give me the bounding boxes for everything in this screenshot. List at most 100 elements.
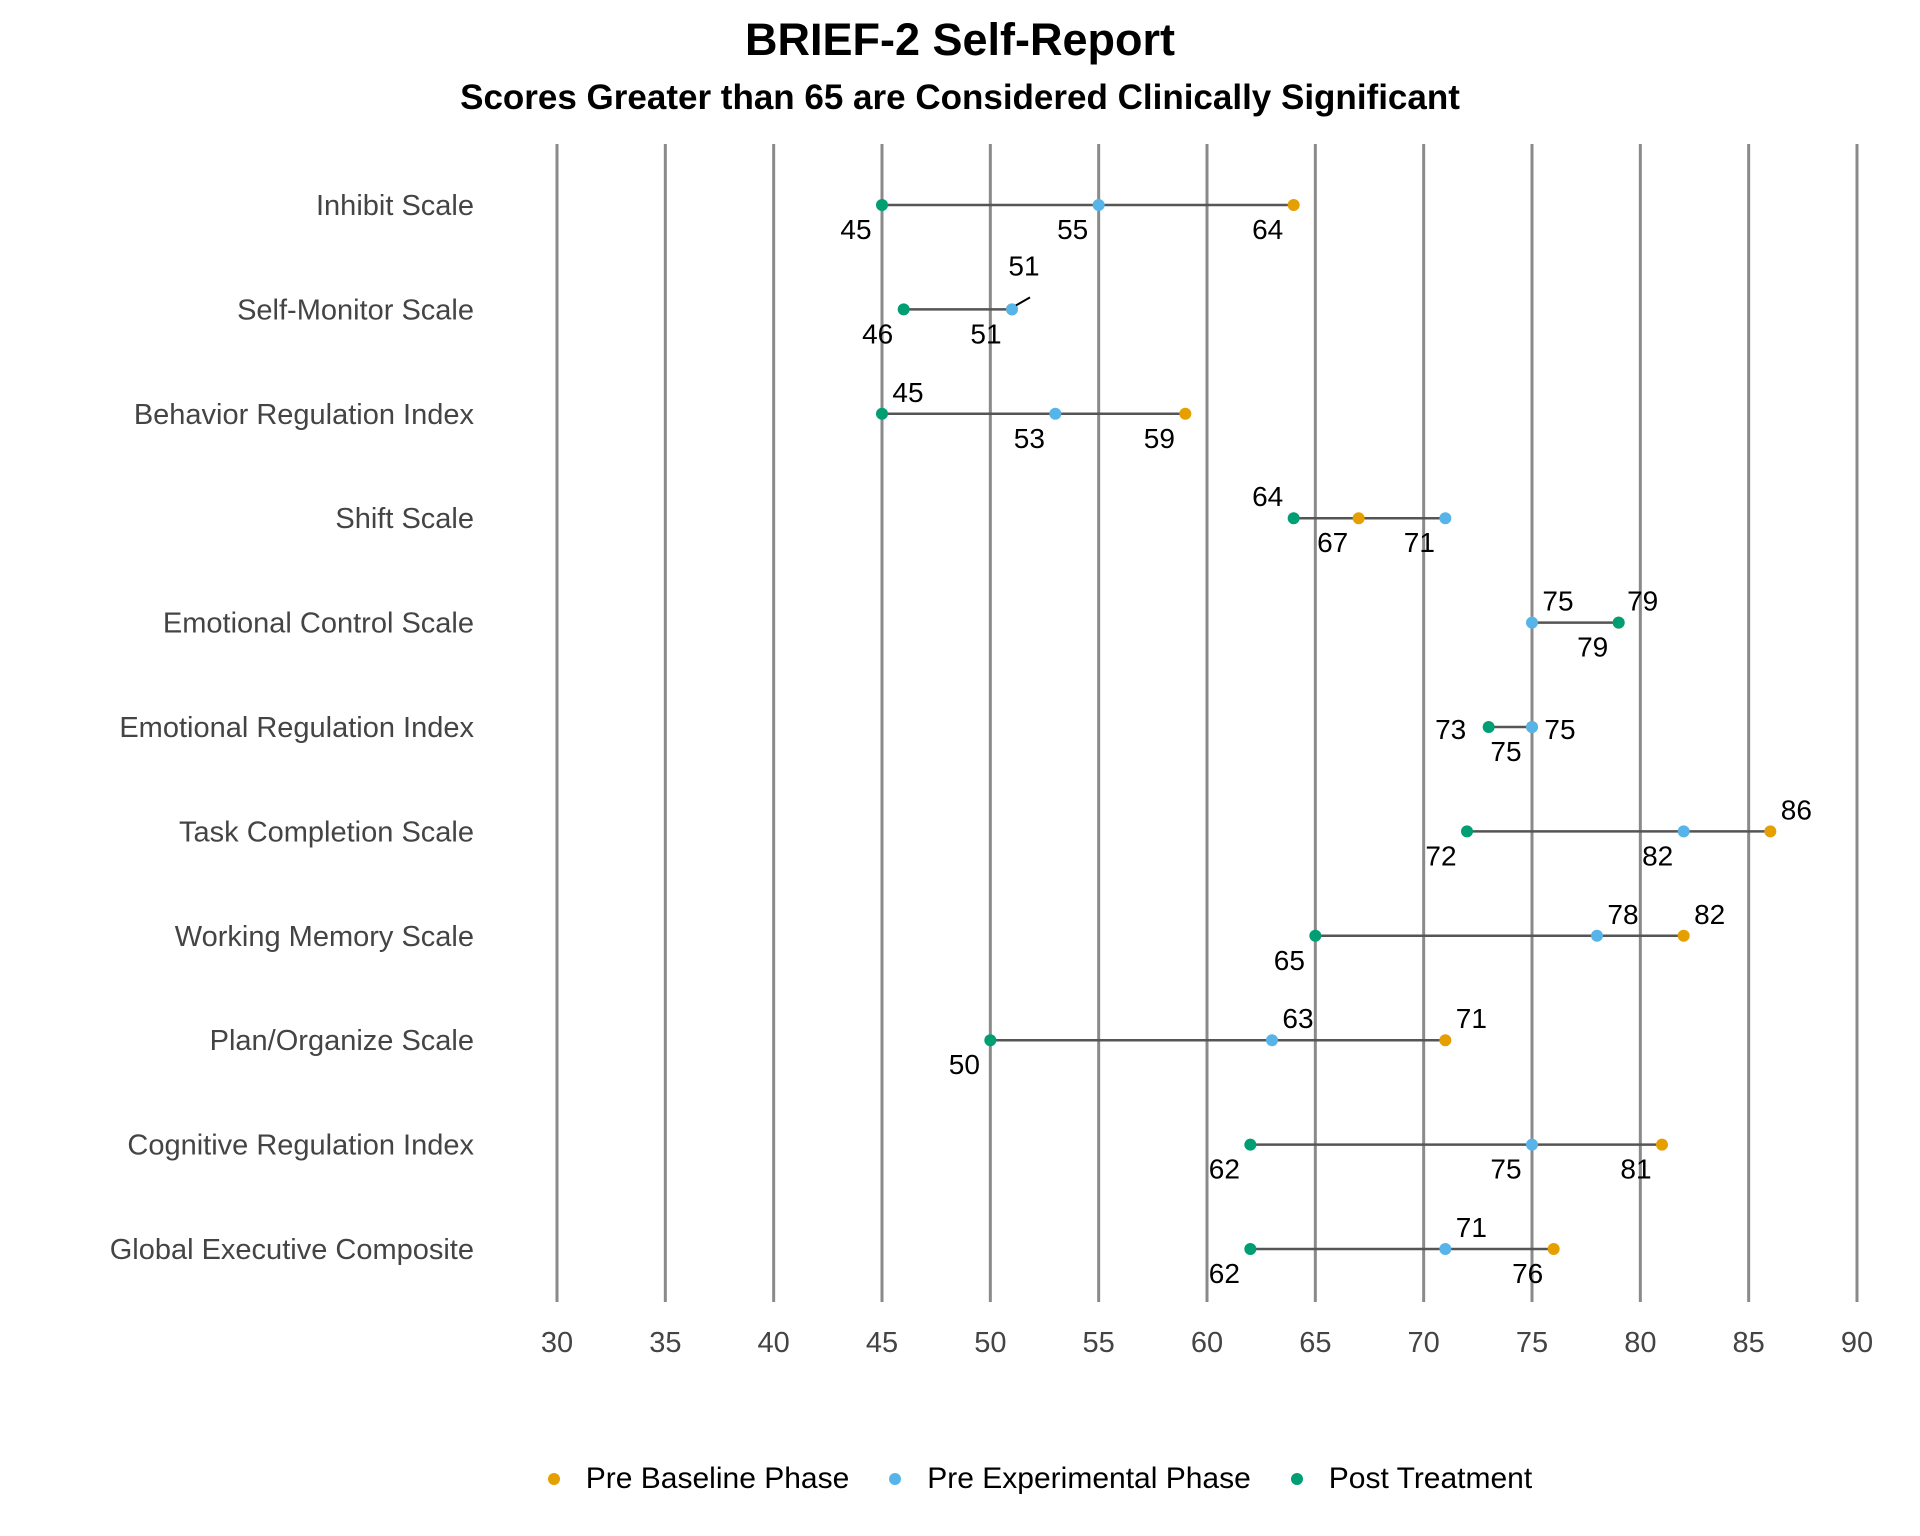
category-label: Plan/Organize Scale: [210, 1025, 474, 1057]
x-axis-ticks: 30 35 40 45 50 55 60 65 70 75 80 85 90: [541, 1327, 1873, 1359]
data-point: [1526, 721, 1538, 733]
legend-item-post-treatment: Post Treatment: [1290, 1462, 1532, 1496]
category-label: Self-Monitor Scale: [237, 294, 474, 326]
data-point: [984, 1034, 997, 1047]
data-label: 53: [1014, 423, 1045, 454]
x-tick-label: 80: [1624, 1327, 1656, 1359]
x-tick-label: 30: [541, 1327, 573, 1359]
data-label: 75: [1490, 736, 1521, 767]
data-label: 79: [1577, 632, 1608, 663]
data-point: [1352, 512, 1365, 525]
data-label: 76: [1512, 1258, 1543, 1289]
x-tick-label: 75: [1516, 1327, 1548, 1359]
data-label: 78: [1607, 899, 1638, 930]
data-points: [876, 199, 1777, 1255]
category-labels: Inhibit Scale Self-Monitor Scale Behavior …: [110, 190, 475, 1266]
data-point: [1244, 1138, 1257, 1151]
data-point: [1547, 1243, 1560, 1255]
category-label: Cognitive Regulation Index: [127, 1130, 474, 1162]
data-label: 63: [1282, 1003, 1313, 1034]
data-label: 82: [1642, 840, 1673, 871]
legend-item-pre-baseline: Pre Baseline Phase: [547, 1462, 850, 1496]
data-label: 67: [1317, 527, 1348, 558]
data-label: 62: [1209, 1154, 1240, 1185]
x-tick-label: 40: [758, 1327, 790, 1359]
data-point: [1439, 1034, 1452, 1047]
data-point: [1677, 929, 1690, 942]
label-leader-line: [1015, 296, 1031, 307]
x-tick-label: 50: [974, 1327, 1006, 1359]
data-label: 65: [1274, 945, 1305, 976]
x-tick-label: 60: [1191, 1327, 1223, 1359]
data-point: [1591, 929, 1603, 942]
data-label: 71: [1456, 1003, 1487, 1034]
data-point: [1482, 721, 1495, 733]
data-label: 81: [1620, 1154, 1651, 1185]
data-label: 79: [1627, 586, 1658, 617]
range-segments: [882, 203, 1771, 1251]
category-label: Behavior Regulation Index: [134, 399, 475, 431]
data-point: [1612, 616, 1625, 629]
x-tick-label: 85: [1733, 1327, 1765, 1359]
data-point: [876, 407, 888, 420]
data-label: 75: [1542, 586, 1573, 617]
data-point: [1287, 512, 1300, 525]
data-point: [1006, 303, 1018, 316]
data-point: [1309, 929, 1322, 942]
data-point: [1049, 407, 1062, 420]
data-label: 75: [1490, 1154, 1521, 1185]
legend-label: Pre Baseline Phase: [585, 1462, 850, 1495]
x-tick-label: 35: [649, 1327, 681, 1359]
data-label: 45: [892, 377, 923, 408]
data-point: [1461, 825, 1473, 838]
legend-item-pre-experimental: Pre Experimental Phase: [889, 1462, 1251, 1496]
data-point: [1244, 1243, 1257, 1255]
data-label: 45: [840, 214, 871, 245]
data-label: 75: [1544, 714, 1575, 745]
legend: Pre Baseline Phase Pre Experimental Phas…: [160, 1462, 1920, 1496]
data-point: [1439, 1243, 1452, 1255]
x-tick-label: 90: [1841, 1327, 1873, 1359]
data-point: [1439, 512, 1452, 525]
legend-dot-post-treatment: [1290, 1473, 1303, 1485]
category-label: Emotional Control Scale: [163, 608, 474, 640]
legend-dot-pre-experimental: [889, 1473, 902, 1485]
x-tick-label: 55: [1083, 1327, 1115, 1359]
data-point: [1287, 199, 1300, 211]
category-label: Working Memory Scale: [175, 921, 474, 953]
data-label: 59: [1144, 423, 1175, 454]
data-point: [1764, 825, 1777, 838]
data-label: 82: [1694, 899, 1725, 930]
x-tick-label: 70: [1408, 1327, 1440, 1359]
data-point: [1656, 1138, 1668, 1151]
dumbbell-chart: 30 35 40 45 50 55 60 65 70 75 80 85 90 Inhibit Scale…: [110, 144, 1873, 1359]
data-label: 51: [1008, 250, 1039, 281]
category-label: Shift Scale: [335, 503, 474, 535]
data-point: [1526, 616, 1538, 629]
chart-title: BRIEF-2 Self-Report: [744, 14, 1176, 65]
data-label: 46: [862, 318, 893, 349]
data-point: [876, 199, 888, 211]
data-point: [897, 303, 910, 316]
data-point: [1677, 825, 1690, 838]
data-label: 50: [949, 1049, 980, 1080]
category-label: Inhibit Scale: [316, 190, 474, 222]
data-label: 71: [1456, 1212, 1487, 1243]
grid-lines: [555, 144, 1859, 1302]
data-label: 62: [1209, 1258, 1240, 1289]
data-point: [1092, 199, 1105, 211]
category-label: Task Completion Scale: [179, 816, 474, 848]
data-label: 51: [970, 318, 1001, 349]
legend-label: Pre Experimental Phase: [927, 1462, 1251, 1495]
category-label: Emotional Regulation Index: [119, 712, 474, 744]
x-tick-label: 65: [1299, 1327, 1331, 1359]
data-label: 72: [1425, 840, 1456, 871]
data-label: 73: [1435, 714, 1466, 745]
data-label: 71: [1404, 527, 1435, 558]
data-point: [1266, 1034, 1278, 1047]
data-label: 55: [1057, 214, 1088, 245]
chart-subtitle: Scores Greater than 65 are Considered Cl…: [460, 78, 1460, 117]
x-tick-label: 45: [866, 1327, 898, 1359]
data-label: 64: [1252, 214, 1283, 245]
